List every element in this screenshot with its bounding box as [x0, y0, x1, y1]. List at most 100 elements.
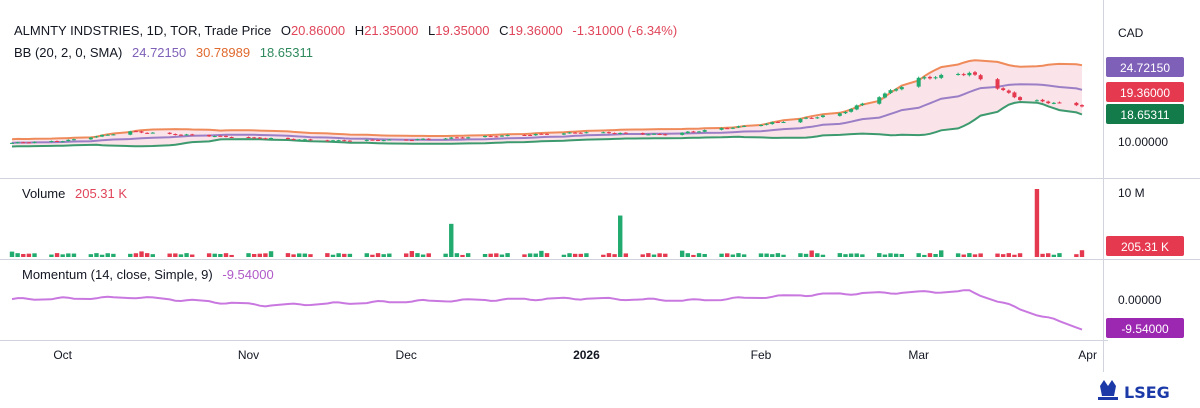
candle-body — [88, 137, 93, 140]
candle-body — [71, 139, 76, 141]
x-axis: Oct Nov Dec 2026 Feb Mar Apr — [53, 348, 1097, 362]
x-axis-label: 2026 — [573, 348, 600, 362]
volume-bar — [663, 253, 668, 257]
volume-bar — [460, 254, 465, 257]
candle-body — [409, 140, 414, 142]
volume-pane[interactable] — [9, 189, 1085, 257]
volume-bar — [764, 253, 769, 257]
volume-bar — [88, 254, 94, 257]
candle-body — [719, 128, 724, 130]
volume-bar — [646, 253, 651, 257]
volume-bar — [843, 254, 848, 257]
candle-body — [781, 122, 786, 124]
volume-bar — [860, 254, 865, 257]
candle-body — [218, 135, 223, 137]
candle-body — [139, 131, 144, 133]
candle-body — [1040, 99, 1045, 102]
candle-body — [224, 135, 228, 137]
candle-body — [657, 133, 662, 135]
candle-body — [49, 141, 54, 143]
candle-body — [612, 133, 617, 135]
candle-body — [584, 132, 589, 134]
candle-body — [55, 140, 60, 142]
volume-bar — [1017, 253, 1023, 257]
price-pane[interactable] — [10, 59, 1084, 148]
volume-bar — [679, 250, 685, 257]
candle-body — [561, 133, 566, 135]
candle-body — [26, 142, 31, 144]
candle-body — [505, 135, 510, 137]
volume-tag-text: 205.31 K — [1121, 240, 1169, 254]
candle-body — [927, 76, 932, 79]
candle-body — [1001, 88, 1006, 91]
volume-bar — [719, 253, 724, 257]
candle-body — [370, 139, 375, 141]
volume-bar — [206, 253, 212, 257]
candle-body — [269, 138, 274, 140]
volume-bar — [1034, 189, 1040, 257]
volume-bar — [691, 254, 696, 257]
volume-bar — [105, 253, 110, 257]
candle-body — [730, 127, 735, 129]
candle-body — [933, 77, 938, 79]
candle-body — [466, 137, 471, 139]
volume-bar — [99, 254, 105, 257]
candle-body — [483, 135, 488, 138]
candle-body — [229, 137, 234, 139]
candle-body — [533, 134, 538, 136]
volume-bar — [922, 254, 927, 257]
volume-bar — [1074, 254, 1079, 257]
lseg-logo: LSEG — [1098, 380, 1170, 402]
candle-body — [1006, 90, 1011, 93]
candle-body — [854, 105, 859, 110]
volume-bar — [465, 253, 471, 257]
volume-bar — [533, 253, 538, 257]
last-price-tag-text: 19.36000 — [1120, 86, 1170, 100]
volume-bar — [1000, 254, 1006, 257]
candle-body — [499, 135, 504, 137]
volume-bar — [972, 254, 978, 257]
candle-body — [995, 79, 1000, 89]
candle-body — [961, 74, 966, 76]
candle-body — [837, 113, 842, 116]
candle-body — [578, 132, 583, 134]
candle-body — [1034, 100, 1039, 102]
candle-body — [815, 117, 820, 119]
volume-bar — [995, 253, 1000, 257]
volume-bar — [527, 253, 533, 257]
volume-bar — [218, 253, 223, 257]
momentum-legend: Momentum (14, close, Simple, 9) -9.54000 — [22, 267, 274, 282]
currency-label: CAD — [1118, 26, 1144, 40]
volume-bar — [803, 253, 809, 257]
momentum-pane[interactable] — [11, 289, 1083, 331]
volume-bar — [229, 254, 234, 257]
candle-body — [652, 133, 656, 135]
volume-bar — [66, 253, 71, 257]
candle-body — [364, 139, 369, 141]
candle-body — [640, 133, 645, 135]
candle-body — [308, 139, 313, 141]
volume-bar — [539, 250, 544, 257]
volume-bar — [144, 253, 150, 257]
candle-body — [133, 131, 138, 133]
volume-bar — [1051, 254, 1057, 257]
candle-body — [770, 122, 775, 125]
lower-band-tag — [1106, 104, 1184, 124]
volume-bar — [420, 254, 426, 257]
candle-body — [843, 112, 848, 114]
volume-bar — [257, 253, 262, 257]
volume-bar — [494, 253, 499, 257]
x-axis-label: Dec — [396, 348, 417, 362]
candle-body — [404, 139, 409, 141]
candle-body — [725, 128, 730, 130]
volume-bar — [820, 254, 826, 257]
volume-bar — [297, 253, 302, 257]
candle-body — [804, 117, 809, 119]
volume-bar — [640, 254, 645, 257]
price-axis-tick: 10.00000 — [1118, 135, 1168, 149]
volume-bar — [347, 253, 353, 257]
volume-bar — [404, 253, 409, 257]
candle-body — [1057, 102, 1062, 104]
candle-body — [167, 132, 172, 134]
